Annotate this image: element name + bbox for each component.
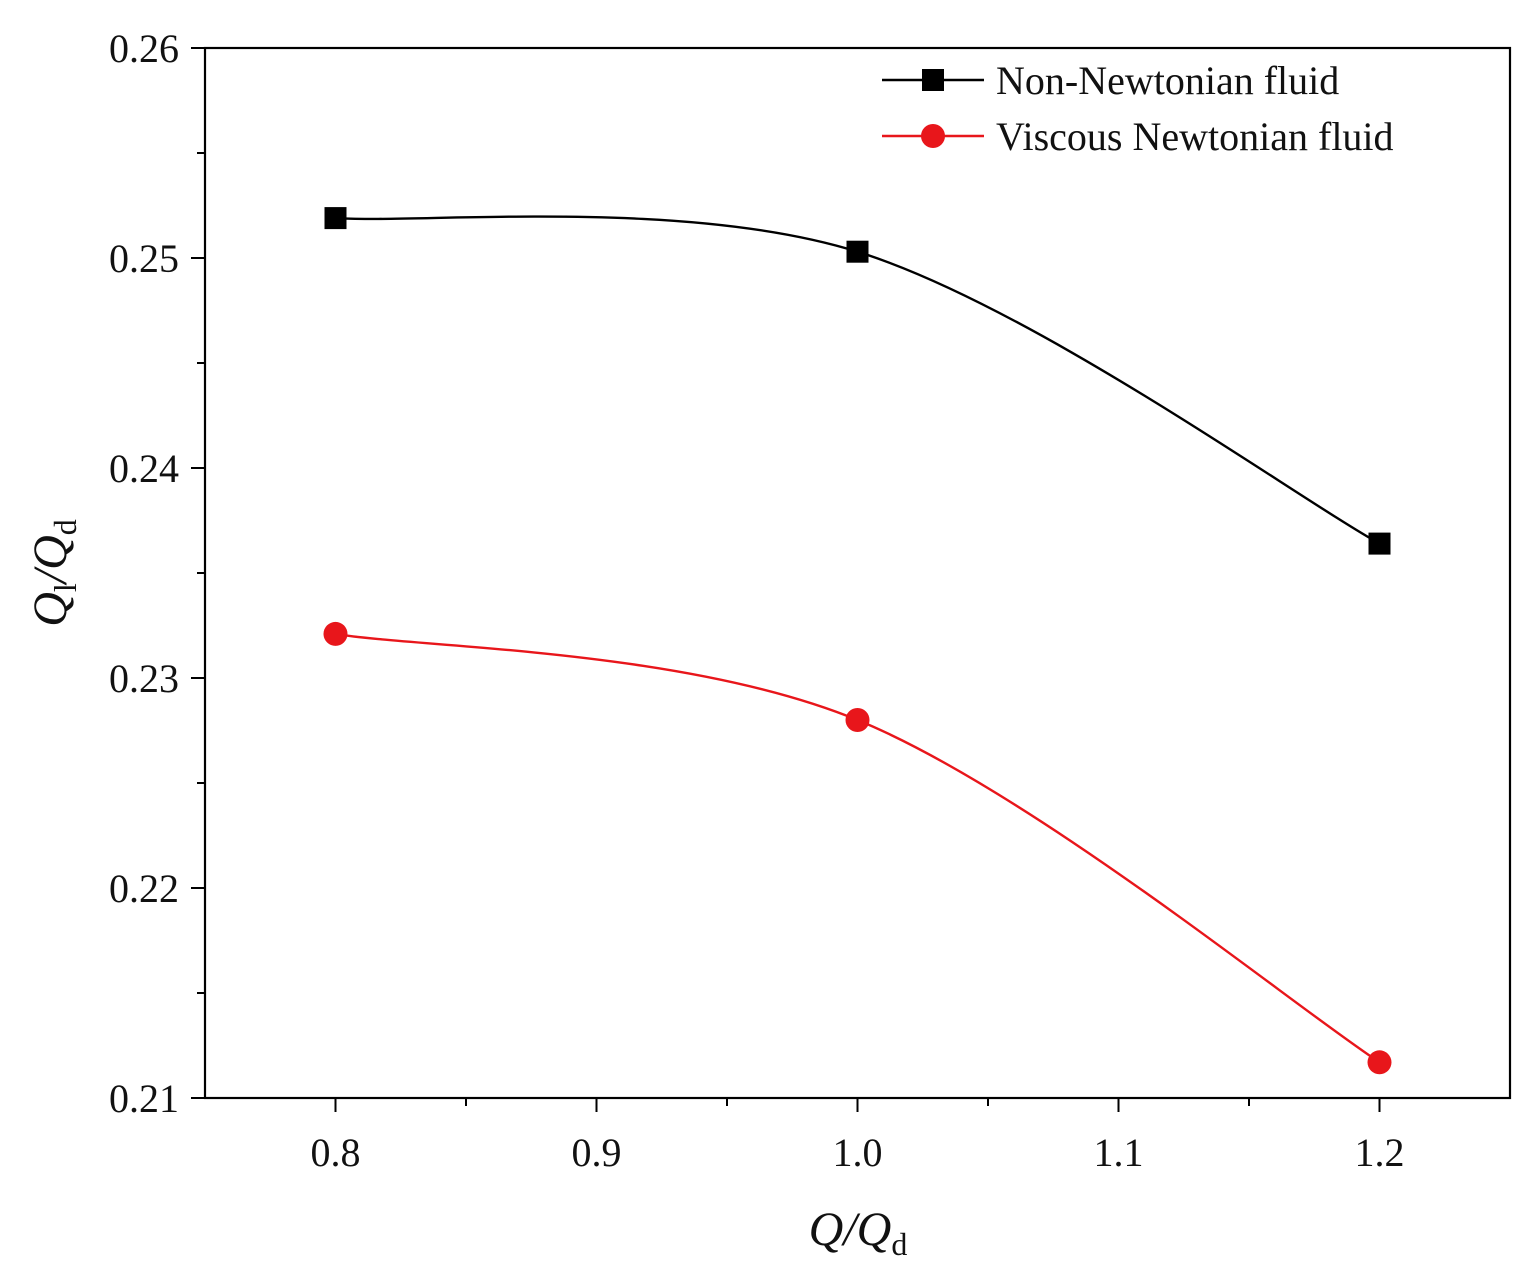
y-tick-label: 0.21 <box>109 1076 179 1121</box>
series-2 <box>323 621 1392 1075</box>
series-1 <box>324 207 1391 555</box>
data-point <box>846 240 869 263</box>
series-layer <box>323 207 1392 1075</box>
legend: Non-Newtonian fluid Viscous Newtonian flu… <box>882 58 1394 159</box>
data-point <box>323 621 348 646</box>
x-tick-label: 0.8 <box>311 1130 361 1175</box>
x-axis-title: Q/Qd <box>809 1203 908 1262</box>
data-point <box>324 207 347 230</box>
y-tick-label: 0.26 <box>109 26 179 71</box>
y-tick-label: 0.25 <box>109 236 179 281</box>
x-tick-label: 1.1 <box>1094 1130 1144 1175</box>
y-axis-title: Ql/Qd <box>24 519 83 627</box>
legend-label: Viscous Newtonian fluid <box>996 114 1394 159</box>
data-point <box>1367 1050 1392 1075</box>
plot-border <box>203 46 1512 1100</box>
data-point <box>845 708 870 732</box>
y-tick-label: 0.24 <box>109 446 179 491</box>
legend-item: Non-Newtonian fluid <box>882 58 1339 103</box>
series-line <box>335 632 1381 1064</box>
data-point <box>1368 532 1391 555</box>
legend-label: Non-Newtonian fluid <box>996 58 1339 103</box>
x-tick-label: 1.0 <box>833 1130 883 1175</box>
legend-item: Viscous Newtonian fluid <box>882 114 1394 159</box>
y-axis: 0.21 0.22 0.23 0.24 0.25 0.26 <box>109 26 205 1121</box>
y-tick-label: 0.23 <box>109 656 179 701</box>
plot-frame <box>203 46 1512 1100</box>
legend-marker <box>921 124 945 148</box>
x-tick-label: 1.2 <box>1355 1130 1405 1175</box>
x-tick-label: 0.9 <box>572 1130 622 1175</box>
series-line <box>335 215 1381 545</box>
legend-marker <box>922 69 944 91</box>
x-axis: 0.8 0.9 1.0 1.1 1.2 <box>311 1098 1405 1175</box>
y-tick-label: 0.22 <box>109 866 179 911</box>
